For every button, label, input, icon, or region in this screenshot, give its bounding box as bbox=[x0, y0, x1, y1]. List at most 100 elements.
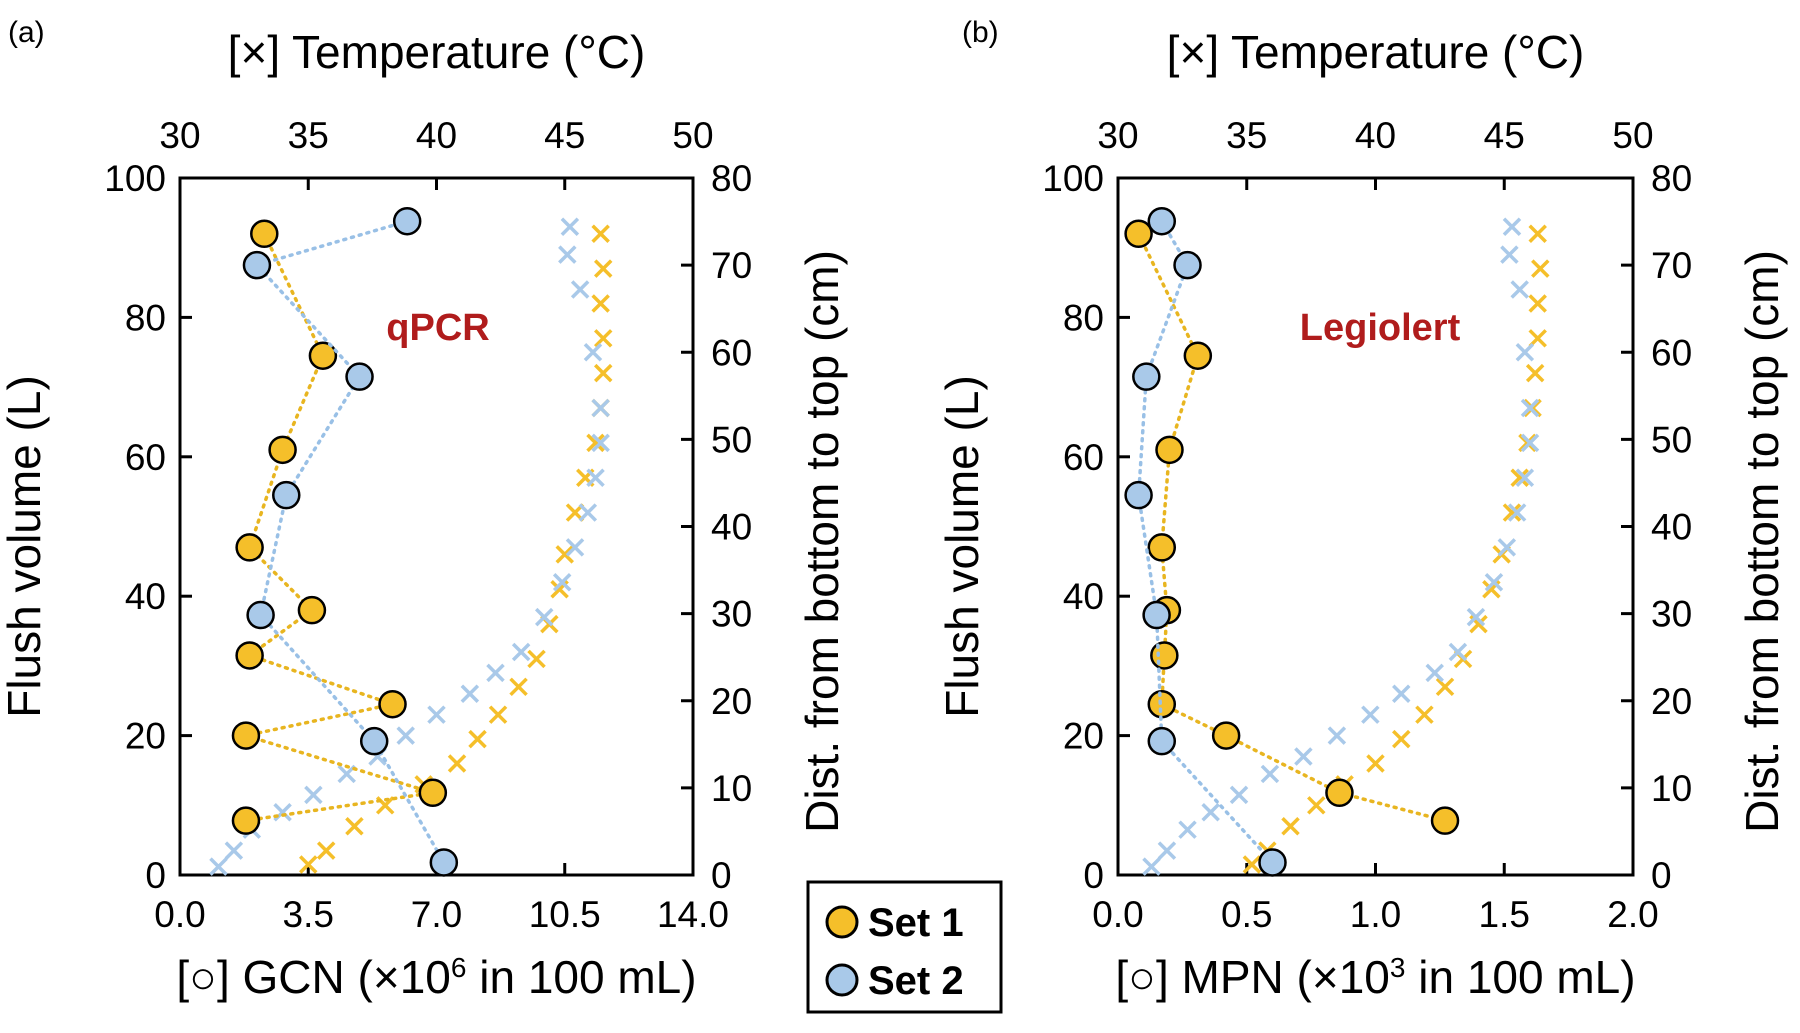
data-point bbox=[231, 806, 261, 835]
temperature-marker bbox=[299, 855, 318, 874]
temperature-marker bbox=[578, 503, 598, 522]
x-top-tick-label: 40 bbox=[416, 115, 457, 156]
data-point bbox=[250, 219, 279, 249]
data-point bbox=[272, 480, 301, 510]
temperature-marker bbox=[591, 294, 610, 313]
data-point bbox=[1173, 250, 1202, 280]
temperature-marker bbox=[1242, 855, 1262, 874]
temperature-marker bbox=[1294, 747, 1313, 766]
temperature-marker bbox=[558, 245, 577, 264]
y-right-tick-label: 30 bbox=[711, 594, 752, 635]
x-top-tick-label: 45 bbox=[1484, 115, 1525, 156]
temperature-marker bbox=[316, 841, 336, 860]
temperature-marker bbox=[1525, 363, 1545, 383]
temperature-marker bbox=[1515, 468, 1535, 487]
data-point bbox=[1147, 533, 1177, 562]
y-right-tick-label: 10 bbox=[1651, 768, 1692, 809]
temperature-marker bbox=[337, 764, 356, 784]
y-right-tick-label: 70 bbox=[711, 245, 752, 286]
x-bottom-axis-label: [○] GCN (×106 in 100 mL) bbox=[176, 951, 696, 1003]
data-point bbox=[1147, 689, 1177, 719]
temperature-marker bbox=[1484, 573, 1504, 592]
x-top-tick-label: 35 bbox=[1226, 115, 1267, 156]
temperature-marker bbox=[1531, 259, 1550, 278]
temperature-marker bbox=[304, 785, 323, 805]
data-point bbox=[1147, 206, 1177, 236]
temperature-marker bbox=[1157, 841, 1177, 860]
x-bottom-tick-label: 2.0 bbox=[1607, 894, 1658, 935]
temperature-marker bbox=[1448, 642, 1468, 662]
legend-set1-marker bbox=[825, 905, 859, 939]
temperature-marker bbox=[1528, 224, 1547, 243]
data-point bbox=[1124, 219, 1153, 249]
x-bottom-axis-label-prefix: [○] MPN (×10 bbox=[1115, 951, 1389, 1003]
temperature-marker bbox=[1366, 754, 1385, 773]
x-bottom-tick-label: 1.0 bbox=[1350, 894, 1401, 935]
temperature-marker bbox=[555, 545, 574, 564]
temperature-marker bbox=[1307, 796, 1326, 815]
y-left-tick-label: 20 bbox=[125, 716, 166, 757]
y-right-tick-label: 0 bbox=[1651, 855, 1672, 896]
temperature-marker bbox=[1528, 294, 1547, 313]
data-point bbox=[268, 435, 297, 465]
temperature-marker bbox=[1515, 343, 1535, 362]
y-right-tick-label: 20 bbox=[1651, 681, 1692, 722]
data-point bbox=[1183, 341, 1213, 370]
data-point bbox=[1124, 480, 1153, 510]
temperature-marker bbox=[1520, 433, 1540, 453]
temperature-marker bbox=[593, 363, 613, 383]
temperature-marker bbox=[1518, 433, 1537, 453]
x-bottom-tick-label: 10.5 bbox=[529, 894, 601, 935]
temperature-marker bbox=[1500, 245, 1519, 264]
temperature-marker bbox=[224, 841, 244, 860]
y-left-tick-label: 20 bbox=[1063, 716, 1104, 757]
legend-set2-marker bbox=[825, 963, 859, 997]
data-point bbox=[235, 641, 264, 670]
y-left-tick-label: 0 bbox=[1083, 855, 1104, 896]
y-left-tick-label: 80 bbox=[1063, 297, 1104, 338]
data-point bbox=[1147, 726, 1177, 756]
legend-set1-label: Set 1 bbox=[868, 901, 964, 945]
temperature-marker bbox=[570, 280, 590, 299]
temperature-marker bbox=[560, 217, 580, 237]
temperature-marker bbox=[460, 684, 480, 704]
series-1 bbox=[1124, 219, 1460, 835]
panel-label: (b) bbox=[962, 16, 999, 49]
temperature-marker bbox=[511, 642, 531, 662]
y-left-tick-label: 100 bbox=[104, 158, 166, 199]
x-bottom-tick-label: 0.0 bbox=[154, 894, 205, 935]
temperature-marker bbox=[1201, 803, 1220, 822]
panel-label: (a) bbox=[8, 16, 45, 49]
x-bottom-tick-label: 1.5 bbox=[1479, 894, 1530, 935]
y-right-tick-label: 30 bbox=[1651, 594, 1692, 635]
x-bottom-axis-label-sup: 6 bbox=[451, 952, 467, 983]
x-bottom-tick-label: 0.5 bbox=[1221, 894, 1272, 935]
temperature-marker bbox=[1510, 280, 1529, 299]
data-point bbox=[359, 726, 389, 756]
legend: Set 1 Set 2 bbox=[806, 880, 1003, 1014]
data-point bbox=[392, 206, 422, 236]
y-left-tick-label: 60 bbox=[125, 437, 166, 478]
y-left-tick-label: 100 bbox=[1042, 158, 1104, 199]
y-right-tick-label: 40 bbox=[711, 507, 752, 548]
x-top-tick-label: 50 bbox=[672, 115, 713, 156]
data-point bbox=[1430, 806, 1460, 835]
x-top-tick-label: 50 bbox=[1612, 115, 1653, 156]
data-point bbox=[429, 848, 459, 877]
x-bottom-axis-label: [○] MPN (×103 in 100 mL) bbox=[1115, 951, 1635, 1003]
y-left-tick-label: 80 bbox=[125, 297, 166, 338]
y-left-tick-label: 60 bbox=[1063, 437, 1104, 478]
temperature-marker bbox=[468, 729, 487, 749]
temperature-marker bbox=[1507, 503, 1527, 522]
method-label: Legiolert bbox=[1300, 307, 1461, 349]
data-point bbox=[1325, 778, 1354, 808]
temperature-marker bbox=[527, 649, 546, 669]
y-left-tick-label: 40 bbox=[125, 576, 166, 617]
series-line bbox=[238, 232, 434, 823]
y-right-tick-label: 60 bbox=[711, 332, 752, 373]
temperature-marker bbox=[591, 398, 610, 418]
y-left-tick-label: 0 bbox=[145, 855, 166, 896]
temperature-marker bbox=[1425, 663, 1444, 683]
data-point bbox=[1132, 362, 1161, 391]
